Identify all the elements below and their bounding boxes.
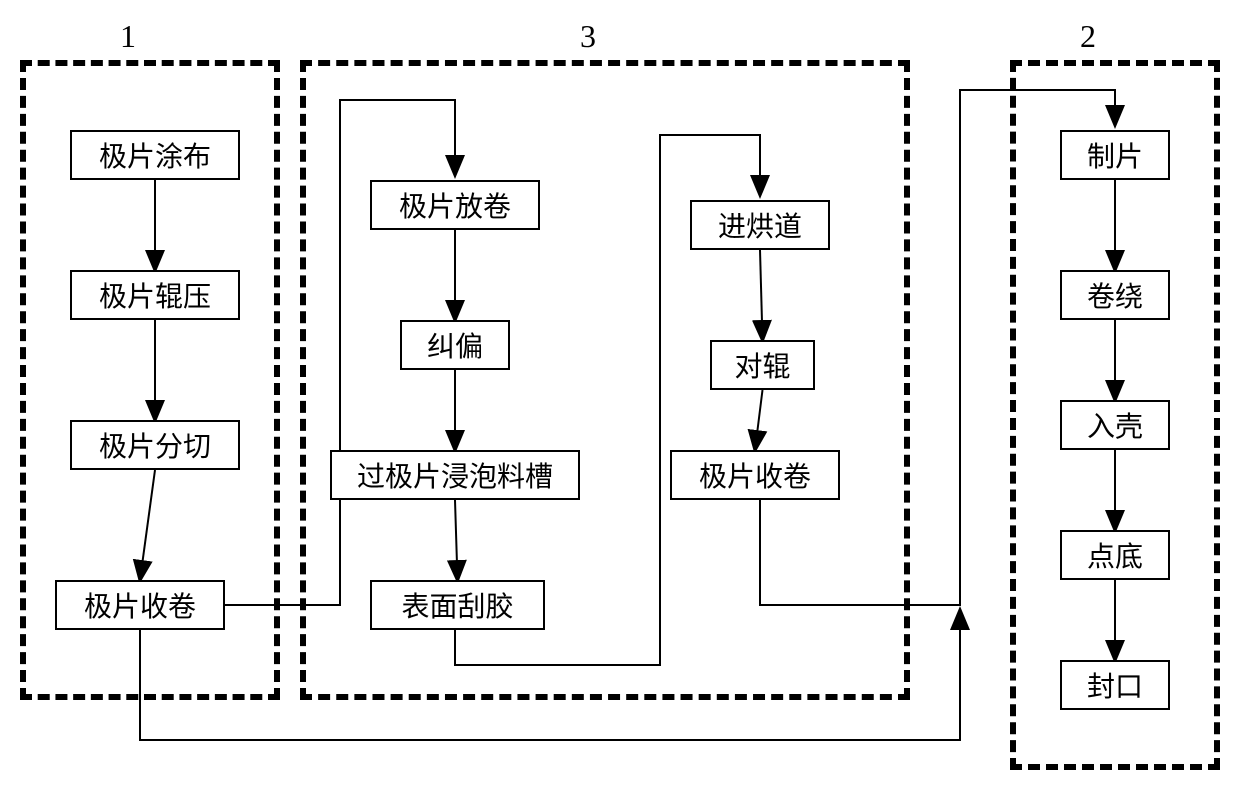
node-n1_2: 极片辊压: [70, 270, 240, 320]
node-n1_4: 极片收卷: [55, 580, 225, 630]
node-n3_2: 纠偏: [400, 320, 510, 370]
node-n2_1: 制片: [1060, 130, 1170, 180]
node-n2_5: 封口: [1060, 660, 1170, 710]
node-n1_1: 极片涂布: [70, 130, 240, 180]
node-n2_2: 卷绕: [1060, 270, 1170, 320]
node-n2_4: 点底: [1060, 530, 1170, 580]
node-n3_6: 对辊: [710, 340, 815, 390]
section-label-s1: 1: [120, 18, 136, 55]
node-n3_3: 过极片浸泡料槽: [330, 450, 580, 500]
section-label-s3: 3: [580, 18, 596, 55]
node-n3_7: 极片收卷: [670, 450, 840, 500]
section-label-s2: 2: [1080, 18, 1096, 55]
node-n1_3: 极片分切: [70, 420, 240, 470]
node-n3_4: 表面刮胶: [370, 580, 545, 630]
node-n3_5: 进烘道: [690, 200, 830, 250]
node-n3_1: 极片放卷: [370, 180, 540, 230]
node-n2_3: 入壳: [1060, 400, 1170, 450]
